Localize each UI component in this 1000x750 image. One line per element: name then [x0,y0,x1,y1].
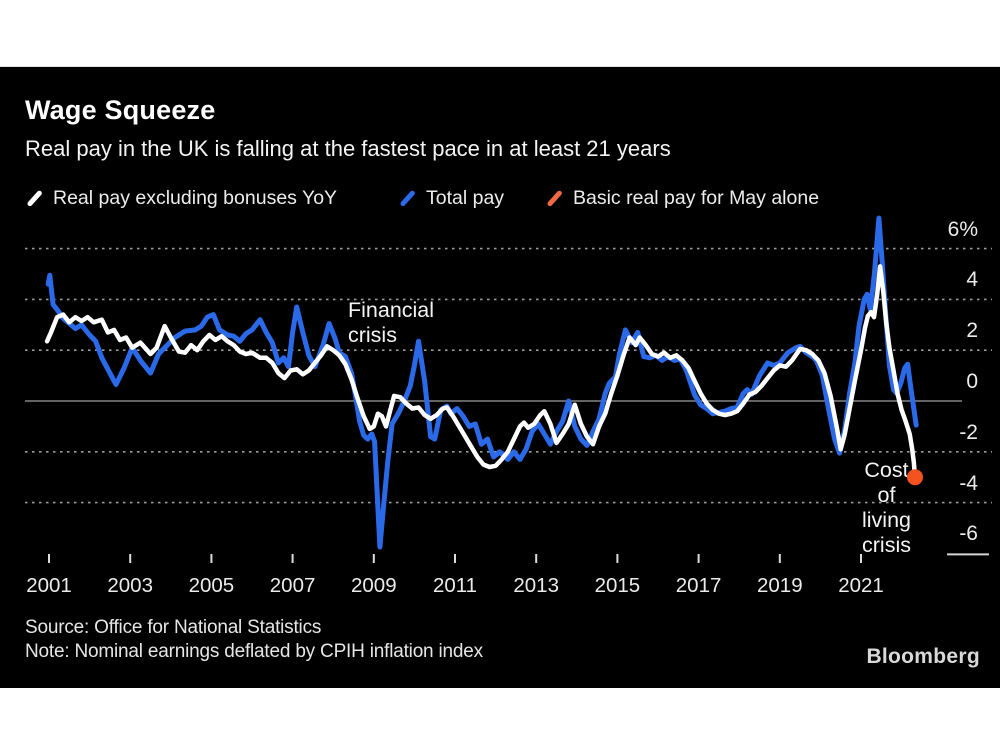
legend-item-total-pay: Total pay [398,186,504,210]
y-axis-label: -2 [959,420,978,444]
x-axis-label: 2011 [432,574,478,597]
legend-label: Basic real pay for May alone [573,186,820,209]
annotation-financial-crisis: Financial crisis [348,298,435,347]
x-axis-label: 2003 [107,574,153,597]
legend-item-real-pay: Real pay excluding bonuses YoY [25,186,337,210]
page-title: Wage Squeeze [25,95,216,125]
x-axis-label: 2015 [594,574,641,597]
y-axis-label: 0 [966,370,978,393]
x-axis-label: 2013 [513,574,559,597]
source-text: Source: Office for National Statistics [25,617,322,638]
y-axis-label: 4 [966,268,978,292]
x-axis-label: 2019 [756,574,803,597]
y-axis-label: -6 [959,522,978,546]
x-axis-label: 2005 [188,574,235,597]
legend-label: Total pay [426,186,505,209]
x-axis-label: 2001 [26,574,72,597]
chart-subtitle: Real pay in the UK is falling at the fas… [25,136,671,161]
legend-item-basic-pay: Basic real pay for May alone [545,186,819,210]
y-axis-label: -4 [959,471,978,495]
y-axis-label: 6% [947,217,978,241]
legend-label: Real pay excluding bonuses YoY [53,186,338,209]
x-axis-label: 2009 [350,574,397,597]
x-axis-label: 2007 [269,574,316,597]
y-axis-label: 2 [966,319,978,343]
basic-pay-slash-icon [546,189,563,207]
total-pay-slash-icon [399,189,416,207]
x-axis-label: 2017 [675,574,722,597]
note-text: Note: Nominal earnings deflated by CPIH … [25,641,483,662]
x-axis-label: 2021 [838,574,884,597]
bloomberg-logo: Bloomberg [866,645,980,668]
real-pay-slash-icon [26,189,43,207]
